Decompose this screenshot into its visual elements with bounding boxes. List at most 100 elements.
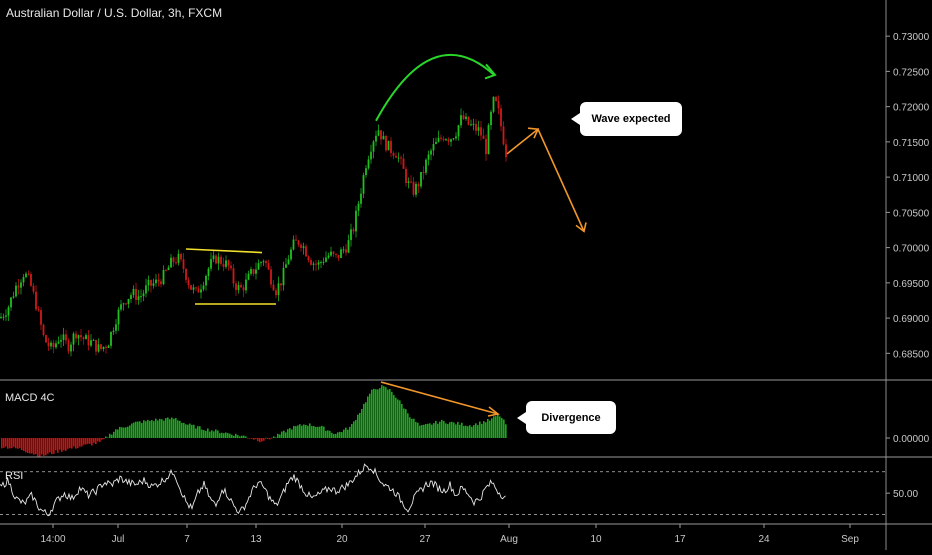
price-candle-body (260, 262, 262, 264)
price-candle-body (245, 279, 247, 291)
macd-histogram-bar (71, 438, 73, 449)
macd-histogram-bar (83, 438, 85, 445)
price-candle-body (115, 324, 117, 331)
price-candle-body (500, 108, 502, 127)
price-candle-body (137, 296, 140, 300)
price-candle-body (40, 310, 42, 325)
macd-histogram-bar (311, 426, 313, 438)
price-candle-body (67, 340, 70, 352)
macd-histogram-bar (355, 420, 357, 438)
price-candle-body (155, 279, 157, 284)
macd-histogram-bar (105, 436, 107, 438)
macd-histogram-bar (413, 418, 415, 438)
macd-histogram-bar (247, 438, 249, 439)
macd-histogram-bar (95, 438, 97, 445)
macd-histogram-bar (375, 389, 377, 438)
price-candle-body (145, 285, 147, 294)
macd-histogram-bar (281, 431, 283, 438)
macd-histogram-bar (75, 438, 77, 449)
macd-histogram-bar (453, 422, 455, 438)
macd-histogram-bar (397, 399, 399, 438)
macd-histogram-bar (165, 418, 167, 438)
price-candle-body (142, 293, 145, 297)
price-candle-body (225, 260, 227, 267)
macd-histogram-bar (207, 428, 209, 438)
price-candle-body (60, 339, 62, 342)
macd-histogram-bar (141, 423, 143, 438)
macd-histogram-bar (259, 438, 261, 443)
macd-histogram-bar (225, 432, 227, 438)
macd-histogram-bar (335, 433, 337, 438)
chart-title: Australian Dollar / U.S. Dollar, 3h, FXC… (6, 6, 223, 20)
price-candle-body (235, 283, 237, 290)
macd-histogram-bar (173, 418, 175, 438)
macd-histogram-bar (399, 400, 401, 438)
macd-histogram-bar (463, 425, 465, 438)
price-candle-body (402, 158, 405, 169)
macd-histogram-bar (289, 428, 291, 438)
macd-histogram-bar (147, 419, 149, 438)
price-candle-body (350, 229, 352, 241)
macd-histogram-bar (377, 389, 379, 438)
macd-histogram-bar (287, 429, 289, 438)
price-candle-body (77, 335, 80, 339)
price-candle-body (210, 259, 212, 269)
macd-histogram-bar (445, 423, 447, 438)
macd-histogram-bar (439, 421, 441, 438)
price-candle-body (222, 263, 225, 267)
macd-histogram-bar (283, 430, 285, 438)
price-candle-body (277, 283, 280, 296)
macd-histogram-bar (161, 419, 163, 438)
macd-tick-label: 0.00000 (893, 434, 930, 445)
green-arc-arrow (375, 53, 495, 122)
macd-histogram-bar (191, 424, 193, 438)
macd-histogram-bar (319, 426, 321, 438)
macd-histogram-bar (295, 426, 297, 438)
price-candle-body (52, 342, 55, 348)
macd-histogram-bar (269, 438, 271, 440)
orange-wave-arrowhead-2 (575, 222, 587, 233)
price-candle-body (132, 288, 135, 296)
price-candle-body (162, 270, 165, 285)
macd-histogram-bar (197, 426, 199, 438)
price-candle-body (157, 279, 160, 282)
macd-histogram-bar (63, 438, 65, 451)
macd-histogram-bar (15, 438, 17, 449)
price-candle-body (212, 255, 215, 260)
macd-histogram-bar (73, 438, 75, 447)
macd-histogram-bar (395, 397, 397, 438)
price-candle-body (447, 139, 450, 142)
price-candle-body (360, 193, 362, 204)
macd-histogram-bar (409, 417, 411, 438)
divergence-label: Divergence (541, 411, 601, 424)
price-candle-body (265, 261, 267, 264)
macd-histogram-bar (419, 425, 421, 438)
macd-histogram-bar (85, 438, 87, 445)
macd-histogram-bar (123, 427, 125, 438)
price-candle-body (237, 285, 240, 290)
macd-histogram-bar (77, 438, 79, 449)
macd-histogram-bar (99, 438, 101, 442)
price-candle-body (95, 339, 97, 352)
price-candle-body (30, 274, 32, 286)
macd-histogram-bar (23, 438, 25, 451)
price-candle-body (27, 273, 30, 275)
price-candle-body (310, 260, 312, 265)
macd-histogram-bar (333, 434, 335, 438)
macd-histogram-bar (257, 438, 259, 442)
price-candle-body (387, 140, 390, 151)
macd-histogram-bar (205, 430, 207, 438)
price-candle-body (172, 257, 175, 263)
orange-divergence-arrowhead (487, 406, 500, 417)
price-candle-body (435, 141, 437, 144)
price-candle-body (112, 330, 115, 332)
price-candle-body (270, 269, 272, 285)
price-tick-label: 0.73000 (893, 32, 930, 43)
macd-histogram-bar (293, 426, 295, 438)
price-candle-body (165, 270, 167, 272)
price-tick-label: 0.70500 (893, 208, 930, 219)
macd-histogram-bar (241, 435, 243, 438)
price-candle-body (22, 277, 25, 283)
